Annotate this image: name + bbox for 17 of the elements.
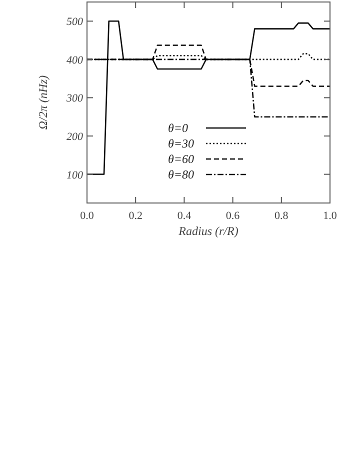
y-tick-label: 100 (66, 169, 84, 182)
y-tick-label: 200 (66, 131, 84, 143)
x-tick-label: 0.6 (226, 210, 240, 222)
legend-label: θ=30 (168, 136, 194, 150)
y-tick-label: 500 (66, 16, 84, 28)
x-tick-label: 1.0 (323, 210, 338, 222)
y-axis-title: Ω/2π (nHz) (36, 75, 50, 130)
legend-label: θ=80 (168, 168, 194, 182)
y-tick-label: 400 (66, 54, 84, 66)
x-tick-label: 0.0 (80, 210, 94, 222)
legend-label: θ=60 (168, 152, 194, 166)
y-tick-label: 300 (66, 92, 84, 105)
x-axis-title: Radius (r/R) (178, 224, 238, 238)
x-tick-label: 0.8 (274, 210, 289, 222)
x-tick-label: 0.4 (177, 210, 192, 222)
legend-label: θ=0 (168, 121, 188, 135)
x-tick-label: 0.2 (128, 210, 142, 222)
